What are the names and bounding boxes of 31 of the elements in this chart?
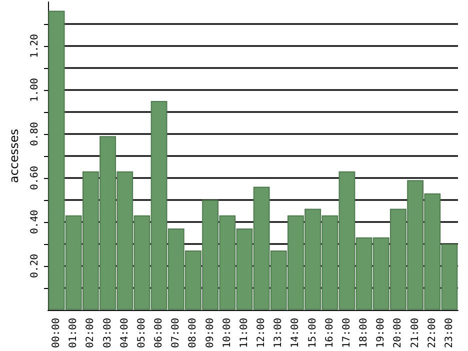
x-tick-label: 01:00 — [68, 318, 80, 348]
y-axis-title: accesses — [7, 128, 21, 183]
x-tick-label: 21:00 — [410, 318, 421, 348]
x-tick-label: 23:00 — [444, 318, 455, 348]
x-tick-label: 04:00 — [119, 318, 130, 348]
x-tick-label: 00:00 — [51, 318, 62, 348]
x-tick-label: 15:00 — [307, 318, 318, 348]
y-tick-label: 1.20 — [30, 34, 40, 58]
y-tick-label: 0.60 — [30, 166, 40, 190]
y-tick-label: 0.80 — [30, 122, 40, 146]
x-tick-label: 07:00 — [170, 318, 182, 348]
y-tick-label: 0.20 — [30, 254, 40, 278]
x-tick-label: 16:00 — [324, 318, 336, 348]
x-tick-label: 05:00 — [136, 318, 148, 348]
x-tick-label: 19:00 — [376, 318, 387, 348]
x-tick-label: 12:00 — [256, 318, 268, 348]
x-tick-label: 13:00 — [273, 318, 284, 348]
x-tick-label: 14:00 — [290, 318, 302, 348]
x-tick-label: 03:00 — [102, 318, 114, 348]
x-tick-label: 20:00 — [392, 318, 404, 348]
x-tick-label: 18:00 — [358, 318, 370, 348]
y-tick-label: 1.00 — [30, 78, 40, 102]
x-tick-label: 22:00 — [426, 318, 438, 348]
x-tick-label: 17:00 — [341, 318, 352, 348]
x-tick-label: 08:00 — [188, 318, 199, 348]
x-tick-label: 02:00 — [85, 318, 96, 348]
x-tick-label: 09:00 — [204, 318, 216, 348]
x-tick-label: 06:00 — [154, 318, 165, 348]
x-tick-label: 11:00 — [238, 318, 250, 348]
x-tick-label: 10:00 — [222, 318, 233, 348]
y-tick-label: 0.40 — [30, 210, 40, 234]
